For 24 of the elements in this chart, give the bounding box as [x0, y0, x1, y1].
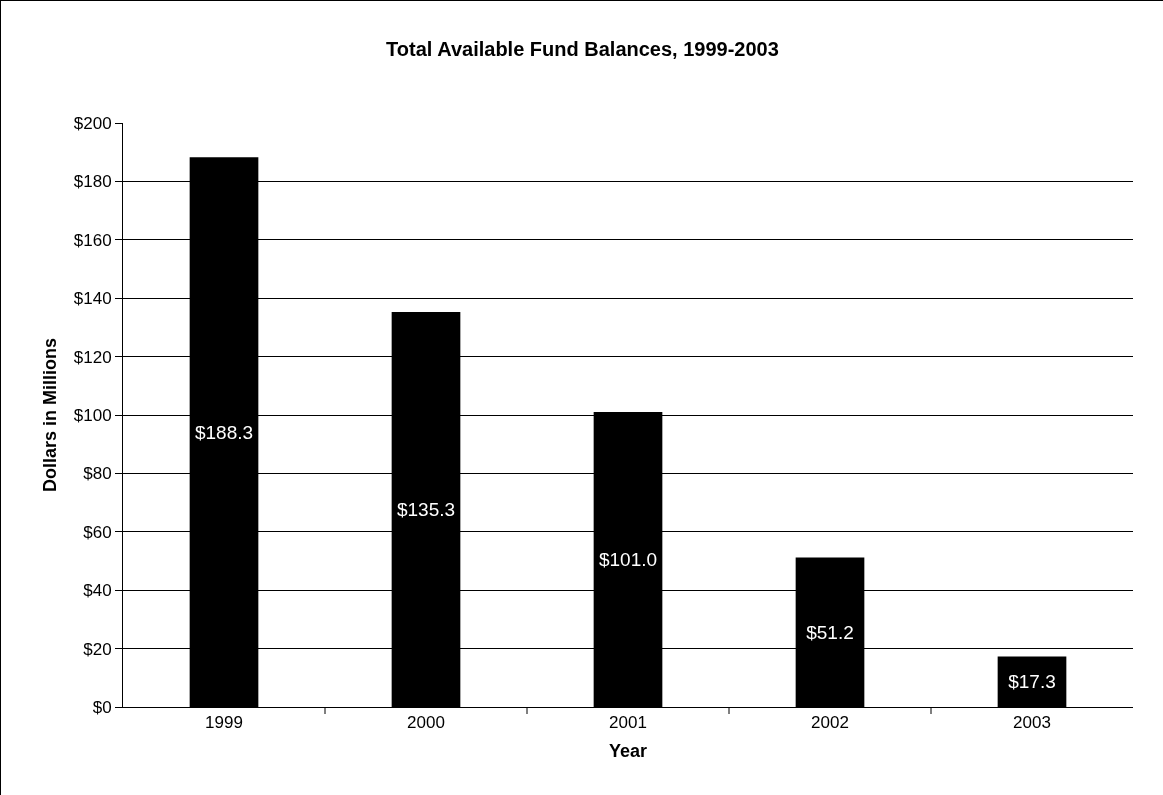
y-tick-label: $120 [73, 347, 112, 367]
chart-title: Total Available Fund Balances, 1999-2003 [386, 37, 779, 60]
y-tick-label: $0 [92, 697, 112, 717]
y-tick-label: $60 [83, 522, 112, 542]
data-label: $135.3 [396, 498, 456, 520]
data-label: $101.0 [598, 549, 658, 571]
x-tick-label: 2000 [407, 713, 445, 733]
y-tick-label: $100 [73, 405, 112, 425]
y-axis-title: Dollars in Millions [39, 337, 60, 493]
data-label: $17.3 [1008, 671, 1056, 693]
y-tick-label: $20 [83, 639, 112, 659]
x-tick-label: 1999 [205, 713, 243, 733]
data-label: $188.3 [194, 421, 254, 443]
y-tick-label: $40 [83, 581, 112, 601]
data-label: $51.2 [806, 621, 854, 643]
y-tick-label: $160 [73, 230, 112, 250]
y-tick-label: $140 [73, 289, 112, 309]
x-tick-label: 2002 [811, 713, 849, 733]
x-axis-title: Year [608, 740, 648, 761]
x-tick-label: 2003 [1013, 713, 1051, 733]
y-tick-label: $80 [83, 464, 112, 484]
y-tick-label: $180 [73, 172, 112, 192]
y-tick-label: $200 [73, 113, 112, 133]
x-tick-label: 2001 [609, 713, 647, 733]
